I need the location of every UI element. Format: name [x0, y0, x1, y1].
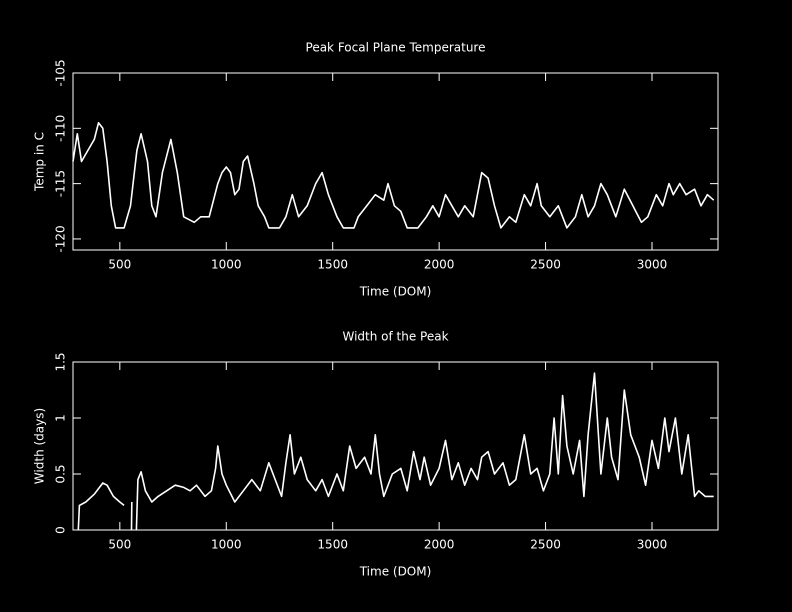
x-tick-label: 2500: [530, 258, 561, 272]
plot-frame: [72, 72, 719, 251]
data-line: [77, 372, 714, 531]
x-tick-label: 1000: [211, 258, 242, 272]
y-axis-label: Temp in C: [33, 132, 47, 192]
y-tick-label: -105: [54, 59, 68, 86]
x-tick-label: 2500: [530, 538, 561, 552]
x-tick-label: 1000: [211, 538, 242, 552]
chart-title: Width of the Peak: [342, 330, 448, 344]
x-tick-label: 3000: [637, 258, 668, 272]
y-tick-label: -120: [54, 225, 68, 252]
y-tick-label: 1.5: [54, 352, 68, 371]
x-tick-label: 500: [108, 258, 131, 272]
x-tick-label: 2000: [424, 258, 455, 272]
x-axis-label: Time (DOM): [359, 285, 432, 299]
x-tick-label: 3000: [637, 538, 668, 552]
y-axis-label: Width (days): [33, 408, 47, 484]
y-tick-label: -115: [54, 170, 68, 197]
x-tick-label: 1500: [317, 538, 348, 552]
chart-title: Peak Focal Plane Temperature: [306, 41, 486, 55]
y-tick-label: 0: [54, 526, 68, 534]
x-tick-label: 1500: [317, 258, 348, 272]
x-tick-label: 2000: [424, 538, 455, 552]
y-tick-label: 0.5: [54, 464, 68, 483]
plot-frame: [72, 361, 719, 531]
y-tick-label: -110: [54, 115, 68, 142]
x-tick-label: 500: [108, 538, 131, 552]
x-axis-label: Time (DOM): [359, 565, 432, 579]
data-line: [72, 122, 715, 229]
y-tick-label: 1: [54, 414, 68, 422]
